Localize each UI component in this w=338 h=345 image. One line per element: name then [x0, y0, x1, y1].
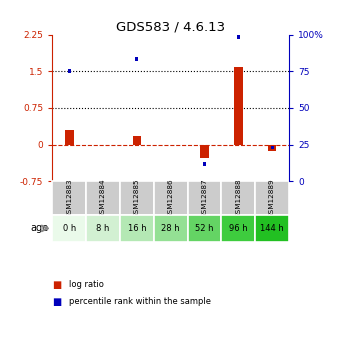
- Bar: [237, 36, 240, 39]
- Bar: [268, 145, 276, 151]
- Bar: [136, 58, 139, 61]
- Text: GSM12888: GSM12888: [235, 178, 241, 218]
- Bar: [133, 136, 141, 145]
- Text: GSM12889: GSM12889: [269, 178, 275, 218]
- Text: percentile rank within the sample: percentile rank within the sample: [69, 297, 211, 306]
- Bar: [270, 146, 274, 149]
- Bar: [221, 215, 255, 242]
- Bar: [52, 181, 86, 215]
- Bar: [86, 215, 120, 242]
- Bar: [188, 215, 221, 242]
- Text: GSM12887: GSM12887: [201, 178, 208, 218]
- Bar: [86, 181, 120, 215]
- Text: 144 h: 144 h: [260, 224, 284, 233]
- Text: ■: ■: [52, 297, 62, 307]
- Bar: [255, 181, 289, 215]
- Bar: [52, 215, 86, 242]
- Bar: [234, 67, 243, 145]
- Bar: [200, 145, 209, 158]
- Text: 0 h: 0 h: [63, 224, 76, 233]
- Text: GSM12886: GSM12886: [168, 178, 174, 218]
- Text: 96 h: 96 h: [229, 224, 248, 233]
- Text: ■: ■: [52, 280, 62, 289]
- Bar: [154, 181, 188, 215]
- Text: GSM12883: GSM12883: [66, 178, 72, 218]
- Bar: [154, 215, 188, 242]
- Text: log ratio: log ratio: [69, 280, 104, 289]
- Text: 28 h: 28 h: [161, 224, 180, 233]
- Text: GSM12884: GSM12884: [100, 178, 106, 218]
- Title: GDS583 / 4.6.13: GDS583 / 4.6.13: [116, 20, 225, 33]
- Text: age: age: [30, 224, 48, 234]
- Bar: [203, 162, 206, 166]
- Text: 52 h: 52 h: [195, 224, 214, 233]
- Bar: [188, 181, 221, 215]
- Bar: [221, 181, 255, 215]
- Text: 8 h: 8 h: [96, 224, 110, 233]
- Text: GSM12885: GSM12885: [134, 178, 140, 218]
- Bar: [120, 181, 154, 215]
- Bar: [65, 130, 74, 145]
- Bar: [120, 215, 154, 242]
- Text: 16 h: 16 h: [127, 224, 146, 233]
- Bar: [68, 69, 71, 73]
- Bar: [255, 215, 289, 242]
